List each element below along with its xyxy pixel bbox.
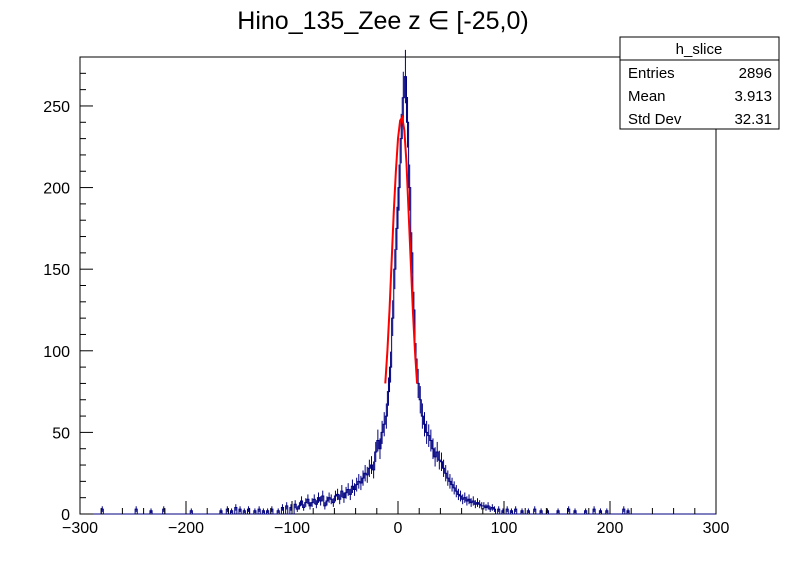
y-tick-label: 0 bbox=[61, 507, 70, 524]
x-tick-label: 100 bbox=[491, 520, 518, 537]
y-tick-label: 150 bbox=[43, 262, 70, 279]
y-tick-label: 200 bbox=[43, 181, 70, 198]
y-tick-label: 250 bbox=[43, 99, 70, 116]
x-axis: −300 −200 −100 0 100 200 300 bbox=[62, 501, 729, 537]
fit-curve bbox=[384, 114, 419, 384]
stats-box-frame bbox=[619, 36, 780, 130]
stats-box-name: h_slice bbox=[676, 41, 723, 58]
x-tick-label: 200 bbox=[597, 520, 624, 537]
chart-title: Hino_135_Zee z ∈ [-25,0) bbox=[237, 7, 528, 35]
histogram-bins bbox=[80, 49, 716, 515]
histogram-outline bbox=[80, 76, 716, 515]
y-axis: 0 50 100 150 200 250 bbox=[43, 56, 93, 524]
stats-stddev-label: Std Dev bbox=[628, 111, 682, 128]
stats-box: h_slice Entries 2896 Mean 3.913 Std Dev … bbox=[619, 36, 780, 130]
fit-curve-group bbox=[384, 114, 419, 384]
y-tick-label: 50 bbox=[52, 425, 70, 442]
stats-mean-value: 3.913 bbox=[734, 88, 772, 105]
x-tick-label: −200 bbox=[168, 520, 204, 537]
stats-entries-label: Entries bbox=[628, 65, 675, 82]
x-tick-label: −300 bbox=[62, 520, 98, 537]
x-tick-label: 300 bbox=[703, 520, 730, 537]
x-tick-label: −100 bbox=[274, 520, 310, 537]
stats-mean-label: Mean bbox=[628, 88, 666, 105]
stats-entries-value: 2896 bbox=[739, 65, 772, 82]
stats-stddev-value: 32.31 bbox=[734, 111, 772, 128]
x-tick-label: 0 bbox=[394, 520, 403, 537]
y-tick-label: 100 bbox=[43, 344, 70, 361]
